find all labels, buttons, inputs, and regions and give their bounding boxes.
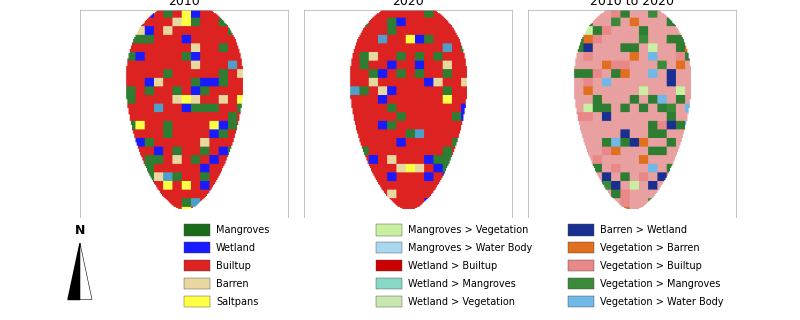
Bar	[376, 260, 402, 271]
Text: Barren: Barren	[216, 279, 249, 289]
Title: 2010 to 2020: 2010 to 2020	[590, 0, 674, 8]
Polygon shape	[80, 243, 92, 300]
Bar	[376, 242, 402, 253]
Text: Vegetation > Builtup: Vegetation > Builtup	[600, 261, 702, 271]
Text: Vegetation > Water Body: Vegetation > Water Body	[600, 297, 723, 307]
Text: Wetland > Builtup: Wetland > Builtup	[408, 261, 498, 271]
Bar	[568, 224, 594, 236]
Text: Wetland: Wetland	[216, 243, 256, 253]
Bar	[184, 260, 210, 271]
Bar	[184, 242, 210, 253]
Text: Vegetation > Barren: Vegetation > Barren	[600, 243, 700, 253]
Bar	[184, 224, 210, 236]
Text: Mangroves: Mangroves	[216, 225, 270, 235]
Bar	[568, 278, 594, 289]
Bar	[568, 242, 594, 253]
Text: Wetland > Mangroves: Wetland > Mangroves	[408, 279, 516, 289]
Text: N: N	[75, 224, 85, 237]
Text: Barren > Wetland: Barren > Wetland	[600, 225, 687, 235]
Bar	[376, 224, 402, 236]
Title: 2010: 2010	[168, 0, 200, 8]
Text: Vegetation > Mangroves: Vegetation > Mangroves	[600, 279, 720, 289]
Text: Mangroves > Water Body: Mangroves > Water Body	[408, 243, 532, 253]
Text: Mangroves > Vegetation: Mangroves > Vegetation	[408, 225, 528, 235]
Text: Saltpans: Saltpans	[216, 297, 258, 307]
Bar	[376, 296, 402, 307]
Text: Wetland > Vegetation: Wetland > Vegetation	[408, 297, 515, 307]
Bar	[184, 296, 210, 307]
Polygon shape	[68, 243, 80, 300]
Bar	[568, 296, 594, 307]
Bar	[376, 278, 402, 289]
Bar	[568, 260, 594, 271]
Bar	[184, 278, 210, 289]
Title: 2020: 2020	[392, 0, 424, 8]
Text: Builtup: Builtup	[216, 261, 251, 271]
